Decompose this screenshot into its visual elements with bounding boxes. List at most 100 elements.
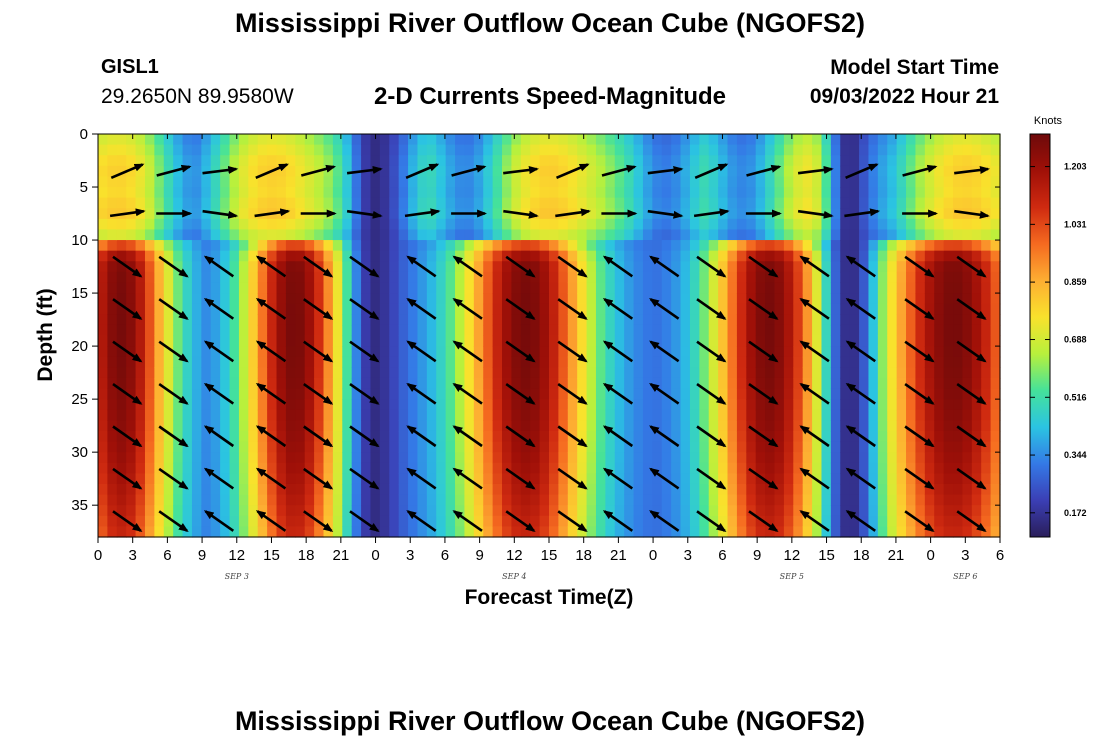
heatmap-cell bbox=[642, 197, 653, 209]
heatmap-cell bbox=[868, 218, 879, 231]
heatmap-cell bbox=[520, 240, 531, 252]
heatmap-cell bbox=[746, 473, 757, 485]
heatmap-cell bbox=[295, 303, 306, 315]
heatmap-cell bbox=[107, 271, 118, 284]
heatmap-cell bbox=[671, 240, 682, 252]
heatmap-cell bbox=[558, 176, 569, 188]
heatmap-cell bbox=[304, 155, 315, 167]
heatmap-cell bbox=[285, 409, 296, 421]
heatmap-cell bbox=[549, 483, 559, 496]
station-name: GISL1 bbox=[101, 56, 159, 78]
heatmap-cell bbox=[971, 187, 982, 199]
heatmap-cell bbox=[370, 346, 381, 358]
heatmap-cell bbox=[351, 377, 362, 390]
heatmap-cell bbox=[455, 261, 466, 273]
heatmap-cell bbox=[144, 367, 155, 379]
heatmap-cell bbox=[915, 462, 926, 474]
heatmap-cell bbox=[408, 144, 419, 156]
heatmap-cell bbox=[671, 409, 682, 421]
heatmap-cell bbox=[765, 314, 776, 326]
heatmap-cell bbox=[661, 293, 672, 305]
heatmap-cell bbox=[445, 356, 456, 368]
heatmap-cell bbox=[953, 483, 964, 496]
heatmap-cell bbox=[126, 452, 137, 464]
heatmap-cell bbox=[896, 303, 907, 315]
heatmap-cell bbox=[934, 335, 945, 347]
heatmap-cell bbox=[483, 526, 494, 538]
heatmap-cell bbox=[849, 409, 860, 421]
heatmap-cell bbox=[943, 494, 954, 506]
heatmap-cell bbox=[802, 324, 813, 337]
heatmap-cell bbox=[934, 155, 945, 167]
heatmap-cell bbox=[276, 388, 287, 400]
heatmap-cell bbox=[859, 335, 870, 347]
heatmap-cell bbox=[774, 441, 785, 453]
heatmap-cell bbox=[539, 165, 550, 178]
x-tick-label: 15 bbox=[263, 547, 280, 564]
heatmap-cell bbox=[417, 155, 428, 167]
heatmap-cell bbox=[924, 250, 935, 262]
heatmap-cell bbox=[304, 399, 315, 411]
heatmap-cell bbox=[379, 303, 390, 315]
heatmap-cell bbox=[314, 324, 325, 337]
heatmap-cell bbox=[116, 314, 127, 326]
heatmap-cell bbox=[624, 261, 635, 273]
heatmap-cell bbox=[755, 197, 766, 209]
heatmap-cell bbox=[201, 134, 212, 146]
heatmap-cell bbox=[379, 515, 390, 527]
heatmap-cell bbox=[849, 271, 860, 284]
heatmap-cell bbox=[830, 473, 841, 485]
heatmap-cell bbox=[887, 144, 898, 156]
heatmap-cell bbox=[135, 165, 146, 178]
heatmap-cell bbox=[765, 335, 776, 347]
heatmap-cell bbox=[840, 377, 851, 390]
heatmap-cell bbox=[426, 346, 437, 358]
heatmap-cell bbox=[727, 218, 738, 231]
heatmap-cell bbox=[736, 282, 747, 294]
heatmap-cell bbox=[718, 250, 729, 262]
heatmap-cell bbox=[981, 240, 992, 252]
heatmap-cell bbox=[285, 134, 296, 146]
heatmap-cell bbox=[116, 218, 127, 231]
heatmap-cell bbox=[981, 483, 992, 496]
heatmap-cell bbox=[671, 165, 682, 178]
heatmap-cell bbox=[370, 176, 381, 188]
heatmap-cell bbox=[182, 271, 193, 284]
heatmap-cell bbox=[323, 155, 334, 167]
heatmap-cell bbox=[642, 261, 653, 273]
heatmap-cell bbox=[248, 187, 259, 199]
heatmap-cell bbox=[116, 473, 127, 485]
heatmap-cell bbox=[802, 144, 813, 156]
heatmap-cell bbox=[154, 462, 165, 474]
heatmap-cell bbox=[285, 293, 296, 305]
heatmap-cell bbox=[191, 314, 202, 326]
heatmap-cell bbox=[896, 515, 907, 527]
heatmap-cell bbox=[182, 314, 193, 326]
heatmap-cell bbox=[934, 420, 945, 432]
heatmap-cell bbox=[314, 218, 325, 231]
heatmap-cell bbox=[98, 515, 108, 527]
heatmap-cell bbox=[830, 144, 841, 156]
heatmap-cell bbox=[868, 473, 879, 485]
heatmap-cell bbox=[116, 420, 127, 432]
heatmap-cell bbox=[351, 271, 362, 284]
heatmap-cell bbox=[802, 187, 813, 199]
heatmap-cell bbox=[614, 483, 625, 496]
heatmap-cell bbox=[755, 314, 766, 326]
heatmap-cell bbox=[323, 271, 334, 284]
heatmap-cell bbox=[633, 187, 644, 199]
heatmap-cell bbox=[887, 505, 898, 517]
heatmap-cell bbox=[332, 282, 343, 294]
heatmap-cell bbox=[361, 218, 372, 231]
heatmap-cell bbox=[718, 505, 729, 517]
heatmap-cell bbox=[210, 314, 221, 326]
heatmap-cell bbox=[727, 346, 738, 358]
heatmap-cell bbox=[144, 399, 155, 411]
heatmap-cell bbox=[511, 473, 522, 485]
heatmap-cell bbox=[605, 240, 616, 252]
heatmap-cell bbox=[126, 356, 137, 368]
heatmap-cell bbox=[455, 526, 466, 538]
x-tick-label: 12 bbox=[784, 547, 801, 564]
heatmap-cell bbox=[699, 526, 710, 538]
heatmap-cell bbox=[530, 303, 541, 315]
